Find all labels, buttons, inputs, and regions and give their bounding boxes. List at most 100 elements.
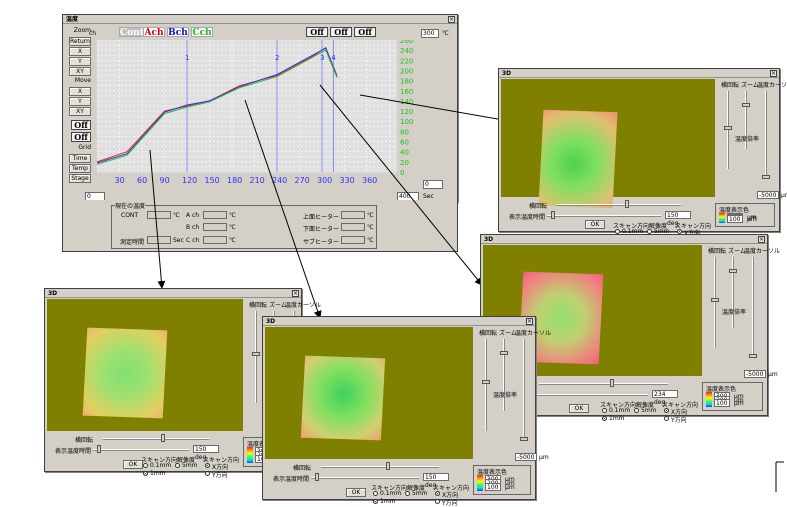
legend-min[interactable]: 100 [727, 215, 743, 223]
left-button-8[interactable]: XY [69, 107, 91, 116]
display-time-thumb[interactable] [315, 473, 319, 481]
temp-color-scale [706, 392, 712, 407]
left-button2-3[interactable]: Stage [69, 174, 91, 183]
ach-channel-button[interactable]: Ach [143, 27, 165, 38]
left-button-1[interactable]: Return [69, 37, 91, 46]
res-radio-2[interactable] [647, 229, 652, 234]
temp-cursor-thumb[interactable] [520, 437, 528, 441]
zoom-slider[interactable] [503, 339, 505, 411]
res-radio-2[interactable] [175, 463, 180, 468]
res-radio-2[interactable] [405, 491, 410, 496]
display-time-thumb[interactable] [551, 211, 555, 219]
res-radio-1[interactable] [602, 416, 607, 421]
res-radio-1[interactable] [143, 471, 148, 476]
rotation-slider[interactable] [255, 311, 257, 403]
res-radio-1[interactable] [373, 499, 378, 504]
rotation-slider-thumb[interactable] [711, 298, 719, 302]
bottom-rotation-thumb[interactable] [161, 434, 165, 442]
rotation-slider-thumb[interactable] [252, 352, 260, 356]
off-button-1[interactable]: Off [306, 27, 328, 37]
dir-radio-0[interactable] [205, 463, 210, 468]
close-icon[interactable]: × [448, 16, 455, 23]
left-button2-1[interactable]: Time [69, 154, 91, 163]
temp-max-input[interactable]: 300 [421, 29, 439, 38]
ok-button[interactable]: OK [569, 404, 589, 413]
bottom-rotation-slider[interactable] [539, 383, 668, 385]
dir-radio-0[interactable] [677, 229, 682, 234]
height-input[interactable]: -5000 [515, 453, 537, 461]
bottom-rotation-thumb[interactable] [610, 379, 614, 387]
ok-button[interactable]: OK [123, 460, 143, 469]
ok-button[interactable]: OK [346, 488, 366, 497]
res-radio-0[interactable] [373, 491, 378, 496]
off-button-3[interactable]: Off [354, 27, 376, 37]
dir-radio-1[interactable] [435, 499, 440, 504]
temp-rate-label: 温度倍率 [722, 309, 747, 316]
legend-min[interactable]: 100 [714, 399, 730, 407]
close-icon[interactable]: × [758, 236, 765, 243]
display-time-slider[interactable] [311, 477, 419, 479]
sub-heater-label: サブヒーター [303, 239, 340, 246]
left-button-6[interactable]: X [69, 87, 91, 96]
zoom-slider[interactable] [732, 257, 734, 328]
bottom-rotation-slider[interactable] [103, 438, 209, 440]
zoom-slider-thumb[interactable] [729, 269, 737, 273]
bottom-rotation-slider[interactable] [557, 204, 681, 206]
x-tick-label: 210 [250, 176, 265, 185]
legend-min[interactable]: 100 [485, 483, 501, 491]
close-icon[interactable]: × [770, 70, 777, 77]
zoom-slider-thumb[interactable] [500, 351, 508, 355]
rotation-slider[interactable] [714, 257, 716, 348]
left-button-3[interactable]: Y [69, 57, 91, 66]
dir-radio-1[interactable] [664, 416, 669, 421]
temp-cursor-slider[interactable] [752, 257, 754, 358]
zoom-slider[interactable] [745, 91, 747, 149]
y-min-input[interactable]: 0 [423, 180, 443, 189]
res-radio-2[interactable] [634, 408, 639, 413]
rotation-slider[interactable] [485, 339, 487, 431]
left-button-4[interactable]: XY [69, 67, 91, 76]
bch-channel-button[interactable]: Bch [167, 27, 189, 38]
display-time-slider[interactable] [547, 215, 661, 217]
y-tick-label: 0 [400, 169, 404, 177]
res-radio-0[interactable] [615, 229, 620, 234]
deg-value: 234 deg [652, 390, 678, 406]
zoom-slider-thumb[interactable] [742, 103, 750, 107]
res-radio-0[interactable] [602, 408, 607, 413]
ok-button[interactable]: OK [585, 220, 605, 229]
temp-cursor-thumb[interactable] [762, 175, 770, 179]
left-button2-2[interactable]: Temp [69, 164, 91, 173]
close-icon[interactable]: × [292, 290, 299, 297]
height-input[interactable]: -5000 [744, 370, 766, 378]
off-button-2[interactable]: Off [330, 27, 352, 37]
left-button-7[interactable]: Y [69, 97, 91, 106]
dir-option-0: X方向 [684, 228, 700, 237]
display-time-slider[interactable] [529, 394, 648, 396]
rotation-slider-thumb[interactable] [724, 126, 732, 130]
dir-radio-1[interactable] [205, 471, 210, 476]
bottom-rotation-thumb[interactable] [386, 462, 390, 470]
x-tick-label: 180 [227, 176, 242, 185]
bottom-rotation-slider[interactable] [321, 466, 439, 468]
height-input[interactable]: -5000 [757, 191, 779, 199]
display-time-thumb[interactable] [97, 445, 101, 453]
display-time-slider[interactable] [93, 449, 189, 451]
res-radio-0[interactable] [143, 463, 148, 468]
temp-cursor-slider[interactable] [523, 339, 525, 441]
dir-radio-0[interactable] [664, 408, 669, 413]
left-off-button-1[interactable]: Off [71, 132, 91, 142]
left-off-button-0[interactable]: Off [71, 120, 91, 130]
left-button-2[interactable]: X [69, 47, 91, 56]
cch-channel-button[interactable]: Cch [191, 27, 213, 38]
cont-channel-button[interactable]: Cont [119, 27, 144, 38]
res-option-2: 5mm [641, 407, 657, 414]
rotation-slider[interactable] [727, 91, 729, 169]
dir-radio-0[interactable] [435, 491, 440, 496]
3d-window-0: 3D × 横回転 ズーム 温度カーソル 温度倍率 -5000 μm 温度表示色 … [498, 68, 787, 245]
rotation-slider-thumb[interactable] [482, 380, 490, 384]
temp-cursor-slider[interactable] [765, 91, 767, 179]
bottom-rotation-thumb[interactable] [625, 200, 629, 208]
close-icon[interactable]: × [526, 318, 533, 325]
temp-cursor-thumb[interactable] [749, 354, 757, 358]
lower-heater-unit: ℃ [367, 224, 374, 231]
